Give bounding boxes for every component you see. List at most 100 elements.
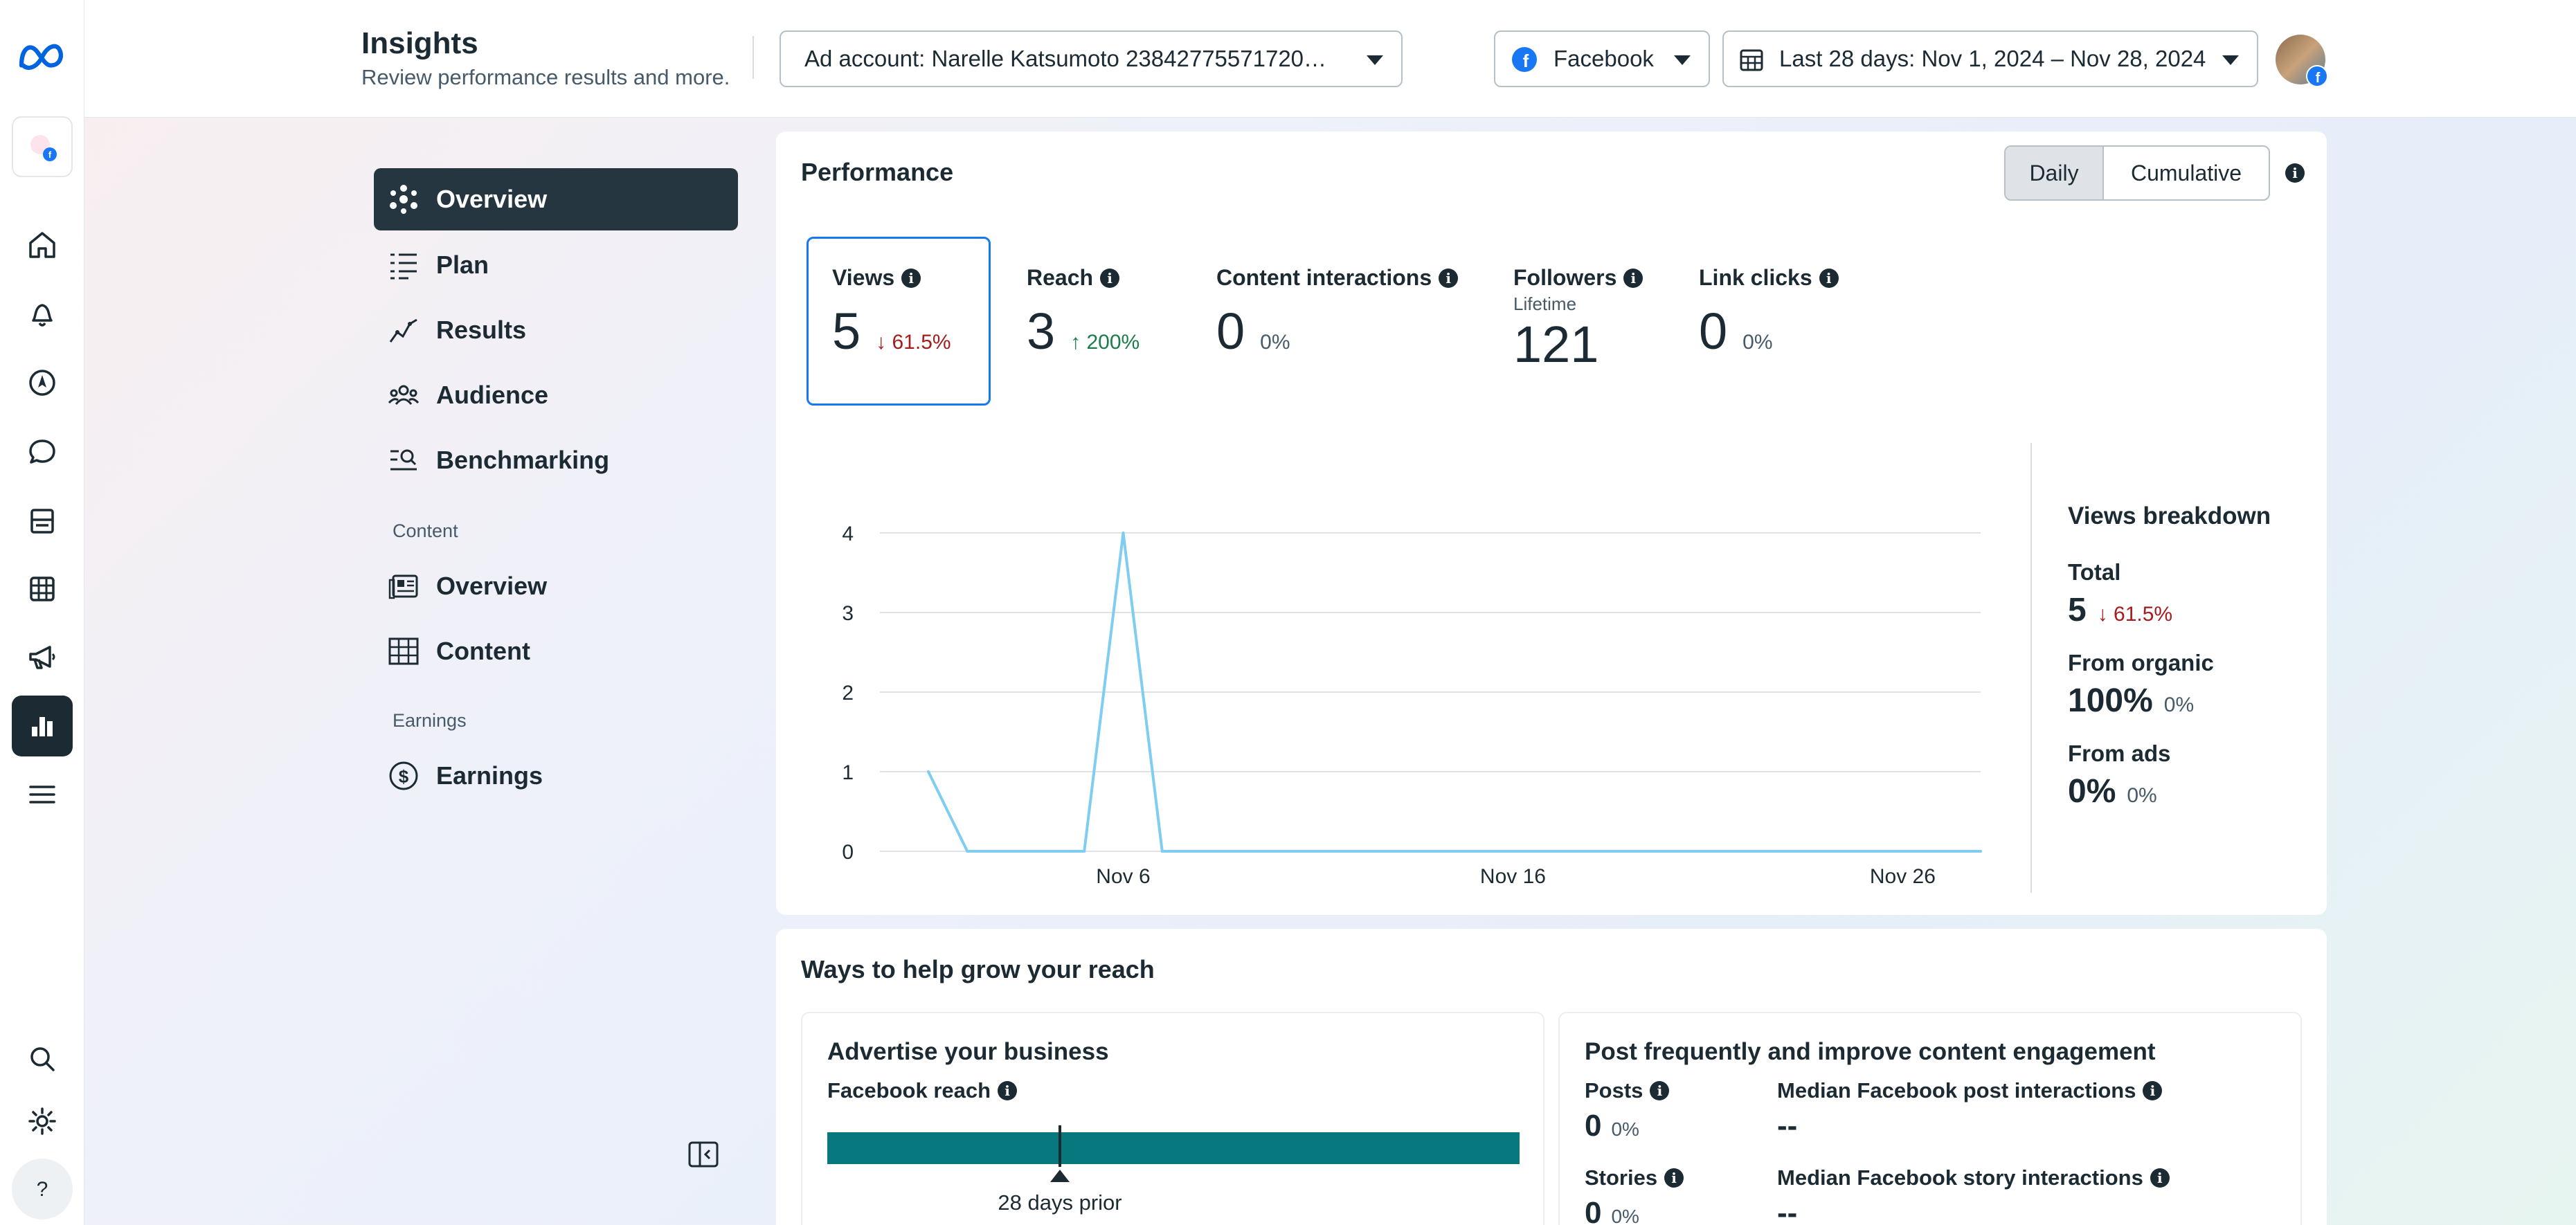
data-point [1239,850,1242,853]
top-bar: Insights Review performance results and … [84,0,2576,118]
metric-delta: ↑ 200% [1070,331,1140,354]
help-icon[interactable]: ? [12,1159,73,1219]
y-tick-label: 2 [842,682,854,705]
info-icon[interactable]: i [998,1081,1018,1100]
nav-label: Results [436,316,527,344]
trend-icon [389,318,417,343]
metric-delta: 0% [1260,331,1290,354]
metric-views[interactable]: Views i 5 ↓ 61.5% [807,237,991,406]
date-range-dropdown[interactable]: Last 28 days: Nov 1, 2024 – Nov 28, 2024 [1722,30,2258,87]
nav-item-content-overview[interactable]: Overview [374,555,738,617]
nav-item-plan[interactable]: Plan [374,234,738,296]
menu-icon[interactable] [12,764,73,825]
arrow-down-icon: ↓ [876,331,892,354]
metric-value: 0 [1699,302,1728,360]
metric-label: Link clicks [1699,265,1812,290]
metric-delta: 0% [1742,331,1773,354]
nav-item-audience[interactable]: Audience [374,364,738,426]
metric-reach[interactable]: Reach i 3 ↑ 200% [1027,237,1193,406]
bell-icon[interactable] [12,284,73,345]
table-icon[interactable] [12,559,73,619]
gear-icon[interactable] [12,1091,73,1152]
nav-label: Plan [436,251,489,279]
breakdown-organic-delta: 0% [2163,693,2195,716]
arrow-up-icon: ↑ [1070,331,1087,354]
info-icon[interactable]: i [1819,268,1839,288]
magnify-lines-icon [390,449,417,471]
search-icon[interactable] [12,1028,73,1089]
bar-chart-icon[interactable] [12,696,73,756]
stories-delta: 0% [1611,1206,1639,1225]
median-post-label: Median Facebook post interactions i [1777,1078,2163,1103]
nav-label: Overview [436,185,548,213]
people-icon [388,385,420,405]
calendar-icon [1740,49,1763,71]
megaphone-icon[interactable] [12,627,73,688]
ad-account-dropdown[interactable]: Ad account: Narelle Katsumoto 2384277557… [780,30,1403,87]
info-icon[interactable]: i [1650,1081,1670,1100]
median-story-label: Median Facebook story interactions i [1777,1165,2170,1190]
nav-item-earnings[interactable]: $ Earnings [374,745,738,807]
grow-title: Ways to help grow your reach [801,955,1155,983]
metric-label: Views [832,265,895,290]
advertise-title: Advertise your business [827,1038,1109,1065]
views-breakdown: Views breakdown Total 5 ↓ 61.5% From orga… [2068,502,2303,810]
pages-icon[interactable] [12,490,73,551]
info-icon[interactable]: i [1664,1168,1684,1188]
content-section-heading: Content [393,520,458,541]
data-point [1862,850,1866,853]
data-point [1511,850,1515,853]
arrow-down-icon: ↓ [2097,603,2114,626]
nav-item-content[interactable]: Content [374,620,738,682]
ad-account-label: Ad account: Narelle Katsumoto 2384277557… [804,46,1327,71]
grow-reach-card: Ways to help grow your reach Advertise y… [776,929,2327,1225]
platform-dropdown[interactable]: f Facebook [1494,30,1710,87]
list-icon [390,253,417,280]
daily-cumulative-toggle: Daily Cumulative [2004,145,2270,201]
content-overview-icon [388,574,418,599]
nav-label: Benchmarking [436,446,610,474]
info-icon[interactable]: i [2150,1168,2170,1188]
compass-icon[interactable] [12,352,73,413]
meta-logo-icon[interactable] [12,26,73,87]
cumulative-toggle-button[interactable]: Cumulative [2130,160,2242,185]
facebook-reach-label: Facebook reach i [827,1078,1018,1103]
nav-label: Earnings [436,761,543,790]
data-point [966,850,969,853]
nav-item-benchmarking[interactable]: Benchmarking [374,429,738,491]
data-point [1083,850,1086,853]
collapse-sidebar-icon[interactable] [687,1141,719,1168]
info-icon[interactable]: i [2285,163,2305,183]
info-icon[interactable]: i [901,268,921,288]
home-icon[interactable] [12,215,73,275]
data-point [1472,850,1476,853]
info-icon[interactable]: i [1439,268,1459,288]
info-icon[interactable]: i [1100,268,1120,288]
data-point [1433,850,1436,853]
data-point [1979,850,1982,853]
chat-icon[interactable] [12,421,73,482]
page-subtitle: Review performance results and more. [361,65,730,89]
app-rail: f ? [0,0,84,1225]
data-point [1005,850,1008,853]
performance-card: Performance Daily Cumulative i Views i 5 ↓… [776,131,2327,915]
metric-followers[interactable]: Followers i Lifetime 121 [1513,237,1679,406]
chevron-down-icon [1367,55,1383,65]
page-avatar-icon[interactable]: f [12,116,73,177]
facebook-badge-icon: f [2306,65,2328,87]
post-frequently-title: Post frequently and improve content enga… [1585,1038,2156,1065]
breakdown-ads-value: 0% [2068,773,2116,810]
metric-link-clicks[interactable]: Link clicks i 0 0% [1699,237,1865,406]
metric-content-interactions[interactable]: Content interactions i 0 0% [1216,237,1479,406]
daily-toggle-button[interactable]: Daily [2006,147,2104,199]
info-icon[interactable]: i [2143,1081,2163,1100]
advertise-card: Advertise your business Facebook reach i … [801,1012,1544,1225]
svg-text:$: $ [399,766,409,787]
median-post-value: -- [1777,1109,1798,1143]
nav-item-results[interactable]: Results [374,299,738,361]
info-icon[interactable]: i [1623,268,1643,288]
avatar[interactable]: f [2276,35,2328,87]
date-range-label: Last 28 days: Nov 1, 2024 – Nov 28, 2024 [1779,46,2206,71]
page-title: Insights [361,26,478,60]
nav-item-overview[interactable]: Overview [374,168,738,230]
